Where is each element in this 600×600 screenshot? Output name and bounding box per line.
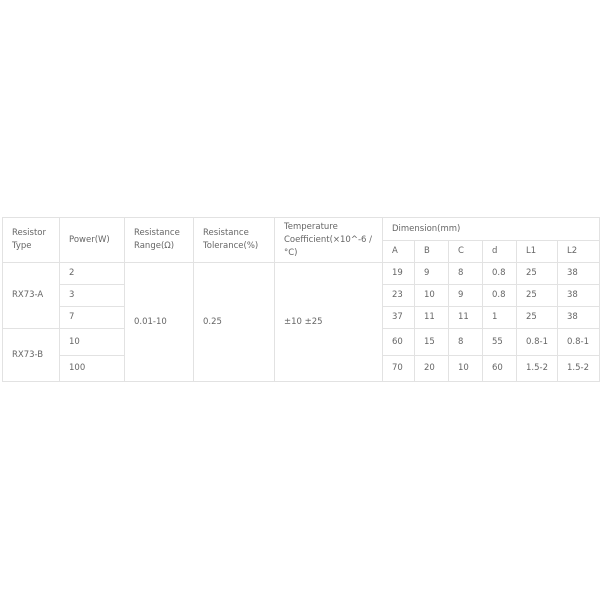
dim-cell: 11 xyxy=(448,306,483,329)
header-dimension: Dimension(mm) xyxy=(382,217,600,241)
header-dim-d: d xyxy=(482,240,517,263)
resistor-type-cell: RX73-B xyxy=(2,328,60,382)
dim-cell: 0.8 xyxy=(482,284,517,307)
header-dim-L2: L2 xyxy=(557,240,600,263)
tempco-cell: ±10 ±25 xyxy=(274,262,383,382)
dim-cell: 10 xyxy=(448,355,483,382)
header-range: Resistance Range(Ω) xyxy=(124,217,194,263)
dim-cell: 9 xyxy=(448,284,483,307)
table-row: RX73-A 2 0.01-10 0.25 ±10 ±25 19 9 8 0.8 25 38 xyxy=(2,262,600,382)
dim-cell: 70 xyxy=(382,355,415,382)
dim-cell: 25 xyxy=(516,262,558,285)
header-dim-C: C xyxy=(448,240,483,263)
dim-cell: 23 xyxy=(382,284,415,307)
dim-cell: 10 xyxy=(414,284,449,307)
dim-cell: 1.5-2 xyxy=(516,355,558,382)
header-tolerance: Resistance Tolerance(%) xyxy=(193,217,275,263)
header-resistor-type: Resistor Type xyxy=(2,217,60,263)
power-cell: 2 xyxy=(59,262,125,285)
dim-cell: 60 xyxy=(482,355,517,382)
dim-cell: 20 xyxy=(414,355,449,382)
resistor-spec-table: Resistor Type Power(W) Resistance Range(… xyxy=(2,217,600,382)
tolerance-cell: 0.25 xyxy=(193,262,275,382)
power-cell: 10 xyxy=(59,328,125,356)
dim-cell: 15 xyxy=(414,328,449,356)
header-dim-L1: L1 xyxy=(516,240,558,263)
dim-cell: 8 xyxy=(448,328,483,356)
header-tempco: Temperature Coefficient(×10^-6 /°C) xyxy=(274,217,383,263)
dim-cell: 38 xyxy=(557,284,600,307)
dim-cell: 9 xyxy=(414,262,449,285)
dim-cell: 11 xyxy=(414,306,449,329)
dim-cell: 60 xyxy=(382,328,415,356)
dim-cell: 1 xyxy=(482,306,517,329)
dim-cell: 38 xyxy=(557,262,600,285)
dim-cell: 25 xyxy=(516,306,558,329)
range-cell: 0.01-10 xyxy=(124,262,194,382)
dim-cell: 8 xyxy=(448,262,483,285)
dim-cell: 25 xyxy=(516,284,558,307)
table-row: 3 23 10 9 0.8 25 38 xyxy=(3,284,600,307)
power-cell: 7 xyxy=(59,306,125,329)
power-cell: 3 xyxy=(59,284,125,307)
table-row: 100 70 20 10 60 1.5-2 1.5-2 xyxy=(3,355,600,382)
dim-cell: 0.8 xyxy=(482,262,517,285)
dim-cell: 55 xyxy=(482,328,517,356)
dim-cell: 37 xyxy=(382,306,415,329)
header-dim-B: B xyxy=(414,240,449,263)
dim-cell: 0.8-1 xyxy=(557,328,600,356)
dim-cell: 0.8-1 xyxy=(516,328,558,356)
header-power: Power(W) xyxy=(59,217,125,263)
dim-cell: 1.5-2 xyxy=(557,355,600,382)
dim-cell: 38 xyxy=(557,306,600,329)
power-cell: 100 xyxy=(59,355,125,382)
resistor-type-cell: RX73-A xyxy=(2,262,60,329)
table-row: RX73-B 10 60 15 8 55 0.8-1 0.8-1 xyxy=(2,328,600,382)
header-dim-A: A xyxy=(382,240,415,263)
dim-cell: 19 xyxy=(382,262,415,285)
